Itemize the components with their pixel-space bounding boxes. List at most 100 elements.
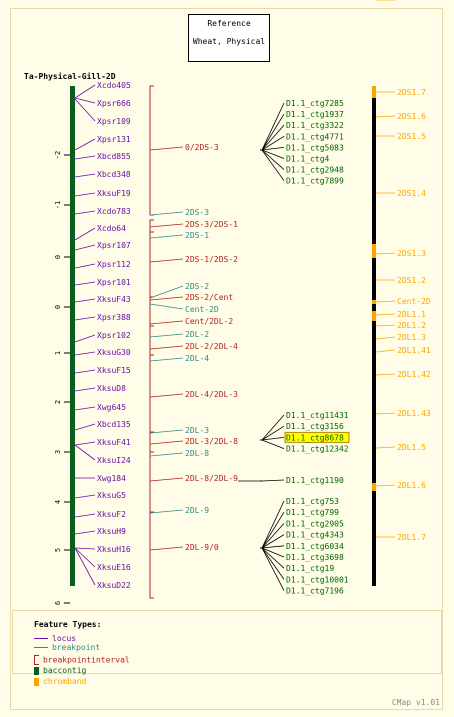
chromband-marker (372, 483, 376, 491)
breakpoint-interval-label: Cent/2DL-2 (185, 317, 233, 326)
locus-label: Xpsr101 (97, 278, 131, 287)
contig-label: D1.1_ctg7196 (286, 587, 344, 596)
axis-tick-label: 5 (54, 548, 62, 552)
breakpoint-label: 2DL-2 (185, 330, 209, 339)
locus-label: XksuE16 (97, 563, 131, 572)
contig-connector (261, 500, 285, 549)
contig-connector (261, 149, 285, 159)
contig-label: D1.1_ctg2905 (286, 519, 344, 528)
locus-label: Xpsr109 (97, 117, 131, 126)
locus-label: Xpsr112 (97, 260, 131, 269)
contig-label: D1.1_ctg19 (286, 564, 334, 573)
chromband-marker (372, 244, 376, 258)
chromband-label: 2DL1.8 (397, 0, 426, 2)
locus-connector (74, 513, 96, 518)
chromband-label: 2DS1.6 (397, 112, 426, 121)
breakpoint-connector (149, 146, 184, 151)
breakpoint-connector (149, 477, 184, 482)
contig-swatch (34, 666, 39, 675)
locus-connector (74, 444, 96, 461)
contig-label: D1.1_ctg8678 (286, 433, 344, 442)
contig-label: D1.1_ctg799 (286, 508, 339, 517)
contig-label: D1.1_ctg6034 (286, 542, 344, 551)
locus-label: Xwg645 (97, 403, 126, 412)
contig-connector (261, 135, 285, 151)
contig-connector (261, 149, 285, 170)
chromband-connector (375, 484, 396, 487)
breakpoint-connector (149, 223, 184, 228)
breakpoint-interval-bracket (149, 219, 154, 233)
contig-connector (261, 511, 285, 549)
chromband-swatch (34, 677, 39, 686)
locus-label: XksuG30 (97, 348, 131, 357)
legend: Feature Types: locus breakpoint breakpoi… (24, 614, 444, 686)
locus-connector (74, 547, 96, 568)
contig-label: D1.1_ctg5083 (286, 143, 344, 152)
contig-connector (261, 437, 285, 441)
axis-tick-label: 0 (54, 255, 62, 259)
locus-label: Xcdo64 (97, 224, 126, 233)
reference-label: Reference (207, 19, 251, 28)
reference-species: Wheat, Physical (192, 37, 266, 46)
locus-label: Xbcd348 (97, 170, 131, 179)
legend-label-chromband: chromband (43, 677, 87, 686)
chromband-connector (375, 252, 396, 255)
locus-label: Xcdo783 (97, 207, 131, 216)
contig-connector (261, 547, 285, 569)
locus-label: Xpsr102 (97, 331, 131, 340)
axis-tick-label: 0 (54, 305, 62, 309)
contig-label: D1.1_ctg4343 (286, 531, 344, 540)
contig-connector (261, 113, 285, 151)
locus-label: XksuD8 (97, 384, 126, 393)
axis-tick-label: 6 (54, 601, 62, 605)
locus-connector (74, 334, 96, 343)
map-title[interactable]: Ta-Physical-Gill-2D (24, 72, 116, 81)
breakpoint-interval-label: 0/2DS-3 (185, 143, 219, 152)
locus-label: Xbcd135 (97, 420, 131, 429)
breakpoint-connector (149, 429, 184, 434)
breakpoint-interval-label: 2DL-9/0 (185, 543, 219, 552)
locus-connector (74, 406, 96, 411)
legend-item-interval: breakpointinterval (34, 655, 130, 665)
breakpoint-interval-bracket (149, 296, 154, 327)
contig-connector (261, 547, 285, 558)
legend-item-locus: locus (34, 634, 76, 643)
locus-connector (74, 351, 96, 356)
contig-connector (261, 425, 285, 441)
contig-connector (261, 479, 285, 482)
legend-label-breakpoint: breakpoint (52, 643, 101, 652)
locus-connector (74, 387, 96, 392)
legend-label-locus: locus (52, 634, 77, 643)
locus-label: XksuD22 (97, 581, 131, 590)
breakpoint-label: 2DL-8 (185, 449, 209, 458)
breakpoint-connector (149, 234, 184, 239)
map-frame (10, 8, 443, 710)
chromband-label: 2DL1.1 (397, 310, 426, 319)
contig-label: D1.1_ctg1190 (286, 476, 344, 485)
breakpoint-interval-label: 2DL-2/2DL-4 (185, 342, 238, 351)
chromband-label: 2DS1.5 (397, 132, 426, 141)
version-label: CMap v1.01 (391, 698, 440, 707)
chromband-marker (372, 300, 376, 304)
locus-label: Xpsr107 (97, 241, 131, 250)
locus-label: XksuF15 (97, 366, 131, 375)
chromband-connector (375, 300, 396, 303)
contig-connector (261, 102, 285, 151)
legend-item-contig: baccontig (34, 666, 86, 675)
cmap-diagram: -2 -1 0 0 1 2 3 4 5 6 Xcdo405 Xpsr666 Xpsr109 Xpsr131… (54, 0, 431, 605)
contig-connector (261, 124, 285, 151)
breakpoint-label: 2DS-3 (185, 208, 209, 217)
breakpoint-connector (149, 285, 184, 299)
chromband-label: 2DS1.2 (397, 276, 426, 285)
locus-connector (74, 530, 96, 535)
axis-tick-label: 2 (54, 400, 62, 404)
locus-label: XksuF41 (97, 438, 131, 447)
locus-label: Xpsr666 (97, 99, 131, 108)
chromband-connector (375, 115, 396, 118)
locus-connector (74, 97, 96, 104)
breakpoint-interval-label: 2DS-3/2DS-1 (185, 220, 238, 229)
chromband-connector (375, 446, 396, 449)
reference-box[interactable]: Reference Wheat, Physical (188, 14, 270, 62)
chromosome-bar (372, 86, 376, 586)
legend-label-interval: breakpointinterval (43, 655, 130, 665)
